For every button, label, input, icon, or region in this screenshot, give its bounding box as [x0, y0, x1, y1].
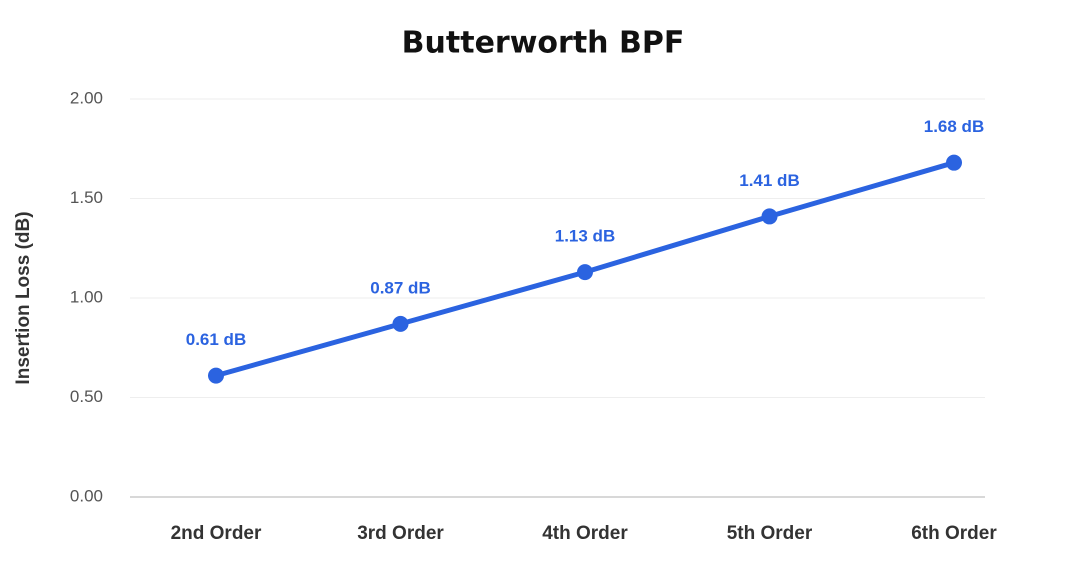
point [392, 315, 409, 332]
y-tick-label: 1.00 [70, 287, 103, 306]
y-axis-label: Insertion Loss (dB) [13, 211, 34, 384]
y-tick-label: 2.00 [70, 88, 103, 107]
value-label: 1.13 dB [555, 227, 615, 246]
value-label: 0.87 dB [370, 278, 430, 297]
point [761, 208, 778, 225]
x-tick-label: 5th Order [727, 523, 813, 544]
y-tick-label: 1.50 [70, 188, 103, 207]
value-label: 0.61 dB [186, 330, 246, 349]
x-tick-label: 3rd Order [357, 523, 444, 544]
value-label: 1.41 dB [739, 171, 799, 190]
x-tick-label: 2nd Order [171, 523, 262, 544]
y-tick-label: 0.00 [70, 486, 103, 505]
y-tick-label: 0.50 [70, 387, 103, 406]
point [946, 154, 962, 171]
x-tick-label: 4th Order [542, 523, 628, 544]
point [577, 264, 593, 281]
x-tick-label: 6th Order [911, 523, 997, 544]
point [208, 367, 224, 384]
value-label: 1.68 dB [924, 117, 984, 136]
chart-title: Butterworth BPF [402, 26, 685, 61]
